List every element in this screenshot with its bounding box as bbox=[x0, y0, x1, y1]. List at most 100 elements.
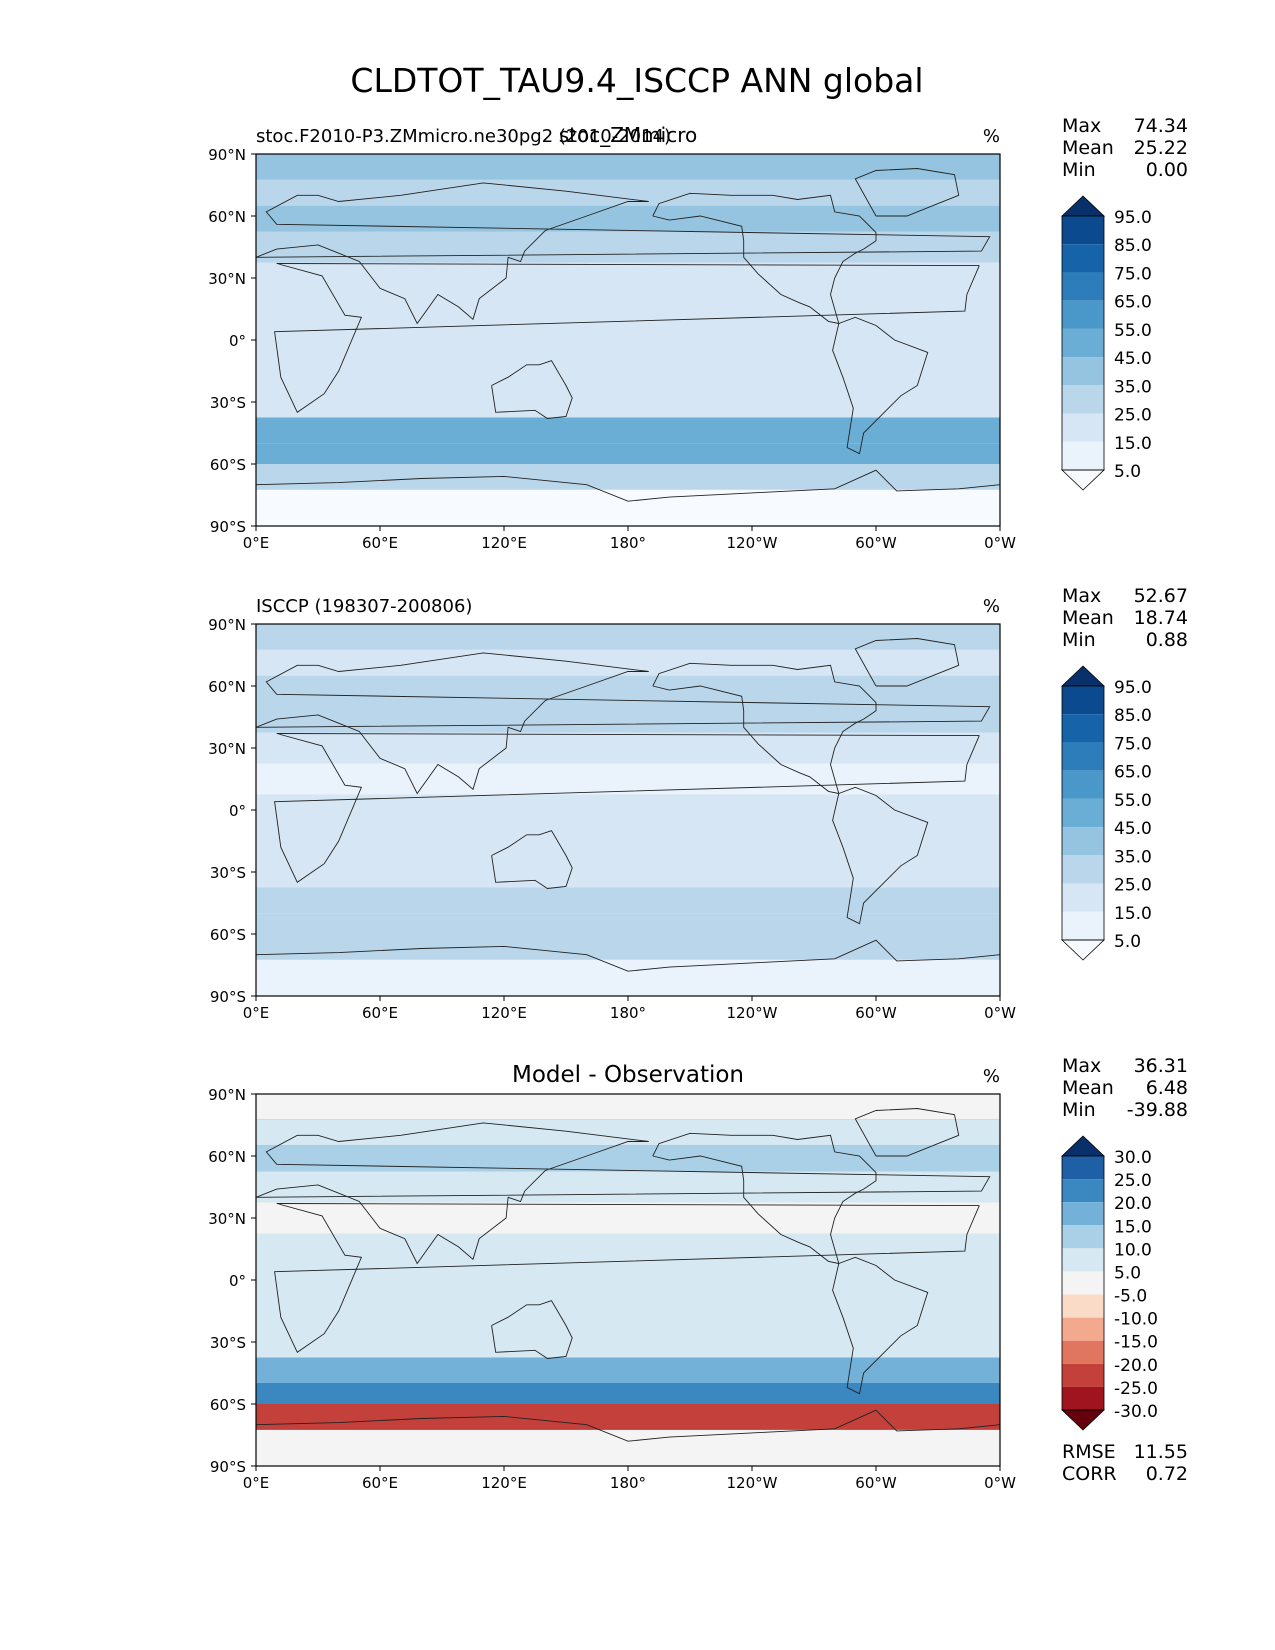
y-tick-label: 60°S bbox=[210, 456, 246, 474]
zonal-band bbox=[256, 1171, 1000, 1203]
colorbar-band bbox=[1062, 742, 1104, 771]
stat-label-max: Max bbox=[1062, 585, 1101, 607]
y-tick-label: 0° bbox=[229, 1272, 246, 1290]
colorbar-tick-label: 65.0 bbox=[1114, 763, 1152, 783]
colorbar-tick-label: -5.0 bbox=[1114, 1287, 1147, 1307]
colorbar-band bbox=[1062, 244, 1104, 273]
panel-left-title: stoc.F2010-P3.ZMmicro.ne30pg2 (2010-2014… bbox=[256, 126, 671, 147]
map-area bbox=[256, 624, 1000, 996]
coastline bbox=[256, 469, 1000, 502]
y-tick-label: 30°N bbox=[208, 1210, 246, 1228]
colorbar-tick-label: -30.0 bbox=[1114, 1402, 1158, 1422]
metric-value-rmse: 11.55 bbox=[1134, 1441, 1188, 1463]
colorbar-tick-label: 15.0 bbox=[1114, 434, 1152, 454]
colorbar-tick-label: 15.0 bbox=[1114, 904, 1152, 924]
colorbar-tick-label: 25.0 bbox=[1114, 1171, 1152, 1191]
colorbar-band bbox=[1062, 413, 1104, 442]
colorbar-band bbox=[1062, 1386, 1104, 1410]
x-tick-label: 0°E bbox=[243, 534, 270, 552]
x-tick-label: 0°W bbox=[984, 1474, 1016, 1492]
zonal-band bbox=[256, 1357, 1000, 1384]
x-tick-label: 120°E bbox=[481, 1004, 527, 1022]
panel-center-title: stoc_ZMmicro bbox=[559, 123, 698, 147]
stat-value-max: 52.67 bbox=[1134, 585, 1188, 607]
x-tick-label: 0°E bbox=[243, 1004, 270, 1022]
colorbar-tick-label: 5.0 bbox=[1114, 462, 1141, 482]
colorbar-frame bbox=[1061, 215, 1105, 471]
coastline bbox=[832, 1256, 929, 1395]
colorbar-band bbox=[1062, 1179, 1104, 1203]
panel-test: 90°N 60°N 30°N 0° 30°S 60°S 90°S0°E 60°E 120°E 18… bbox=[208, 115, 1188, 552]
colorbar-tick-label: 65.0 bbox=[1114, 293, 1152, 313]
colorbar: 30.0 25.0 20.0 15.0 10.0 5.0 -5.0 -10.0 -15.0 -20… bbox=[1061, 1135, 1158, 1431]
y-tick-label: 90°S bbox=[210, 1458, 246, 1476]
coastline bbox=[832, 316, 929, 455]
zonal-band bbox=[256, 1429, 1000, 1466]
y-tick-label: 0° bbox=[229, 332, 246, 350]
colorbar-extend-top bbox=[1061, 195, 1105, 217]
colorbar-tick-label: 55.0 bbox=[1114, 321, 1152, 341]
panel-left-title: ISCCP (198307-200806) bbox=[256, 596, 472, 617]
zonal-band bbox=[256, 443, 1000, 464]
colorbar-band bbox=[1062, 883, 1104, 912]
colorbar-band bbox=[1062, 328, 1104, 358]
stat-label-min: Min bbox=[1062, 159, 1096, 181]
colorbar-band bbox=[1062, 714, 1104, 743]
y-tick-label: 90°N bbox=[208, 616, 246, 634]
colorbar-band bbox=[1062, 1248, 1104, 1272]
zonal-band bbox=[256, 1264, 1000, 1296]
zonal-band bbox=[256, 464, 1000, 490]
coastline bbox=[256, 1409, 1000, 1442]
colorbar-tick-label: 95.0 bbox=[1114, 678, 1152, 698]
zonal-band bbox=[256, 959, 1000, 996]
y-tick-label: 90°N bbox=[208, 1086, 246, 1104]
colorbar-tick-label: 5.0 bbox=[1114, 1263, 1141, 1283]
panel-center-title: Model - Observation bbox=[512, 1062, 744, 1088]
y-tick-label: 30°N bbox=[208, 270, 246, 288]
zonal-band bbox=[256, 701, 1000, 733]
colorbar-band bbox=[1062, 216, 1104, 245]
coastline bbox=[652, 662, 877, 795]
colorbar-extend-bottom bbox=[1061, 469, 1105, 491]
colorbar: 95.0 85.0 75.0 65.0 55.0 45.0 35.0 25.0 15.0 5.0 bbox=[1061, 195, 1152, 491]
zonal-band bbox=[256, 1202, 1000, 1234]
x-tick-label: 60°E bbox=[362, 1474, 398, 1492]
coastline bbox=[256, 182, 991, 325]
panel-units: % bbox=[983, 126, 1000, 147]
x-tick-label: 60°W bbox=[855, 534, 897, 552]
colorbar-band bbox=[1062, 798, 1104, 828]
x-tick-label: 120°E bbox=[481, 534, 527, 552]
zonal-band bbox=[256, 794, 1000, 826]
zonal-band bbox=[256, 262, 1000, 294]
x-tick-label: 120°E bbox=[481, 1474, 527, 1492]
colorbar-band bbox=[1062, 1363, 1104, 1387]
stat-value-mean: 6.48 bbox=[1146, 1077, 1188, 1099]
colorbar-tick-label: 75.0 bbox=[1114, 264, 1152, 284]
map-data bbox=[256, 1094, 1000, 1466]
colorbar-tick-label: 45.0 bbox=[1114, 349, 1152, 369]
colorbar-band bbox=[1062, 686, 1104, 715]
zonal-band bbox=[256, 355, 1000, 387]
colorbar-band bbox=[1062, 1225, 1104, 1249]
colorbar-tick-label: 25.0 bbox=[1114, 876, 1152, 896]
colorbar-tick-label: 55.0 bbox=[1114, 791, 1152, 811]
coastline bbox=[274, 1203, 980, 1353]
coastline bbox=[832, 786, 929, 925]
stat-value-max: 74.34 bbox=[1134, 115, 1188, 137]
zonal-band bbox=[256, 1233, 1000, 1265]
colorbar-tick-label: -25.0 bbox=[1114, 1379, 1158, 1399]
colorbar-tick-label: 35.0 bbox=[1114, 847, 1152, 867]
coastline bbox=[854, 638, 960, 687]
zonal-band bbox=[256, 1326, 1000, 1358]
colorbar-band bbox=[1062, 770, 1104, 799]
stat-value-min: 0.00 bbox=[1146, 159, 1188, 181]
x-tick-label: 60°E bbox=[362, 1004, 398, 1022]
colorbar-band bbox=[1062, 855, 1104, 884]
stat-label-mean: Mean bbox=[1062, 1077, 1114, 1099]
y-tick-label: 60°N bbox=[208, 208, 246, 226]
metric-label-corr: CORR bbox=[1062, 1463, 1117, 1485]
y-tick-label: 60°N bbox=[208, 1148, 246, 1166]
colorbar-band bbox=[1062, 911, 1104, 940]
y-tick-label: 30°S bbox=[210, 394, 246, 412]
